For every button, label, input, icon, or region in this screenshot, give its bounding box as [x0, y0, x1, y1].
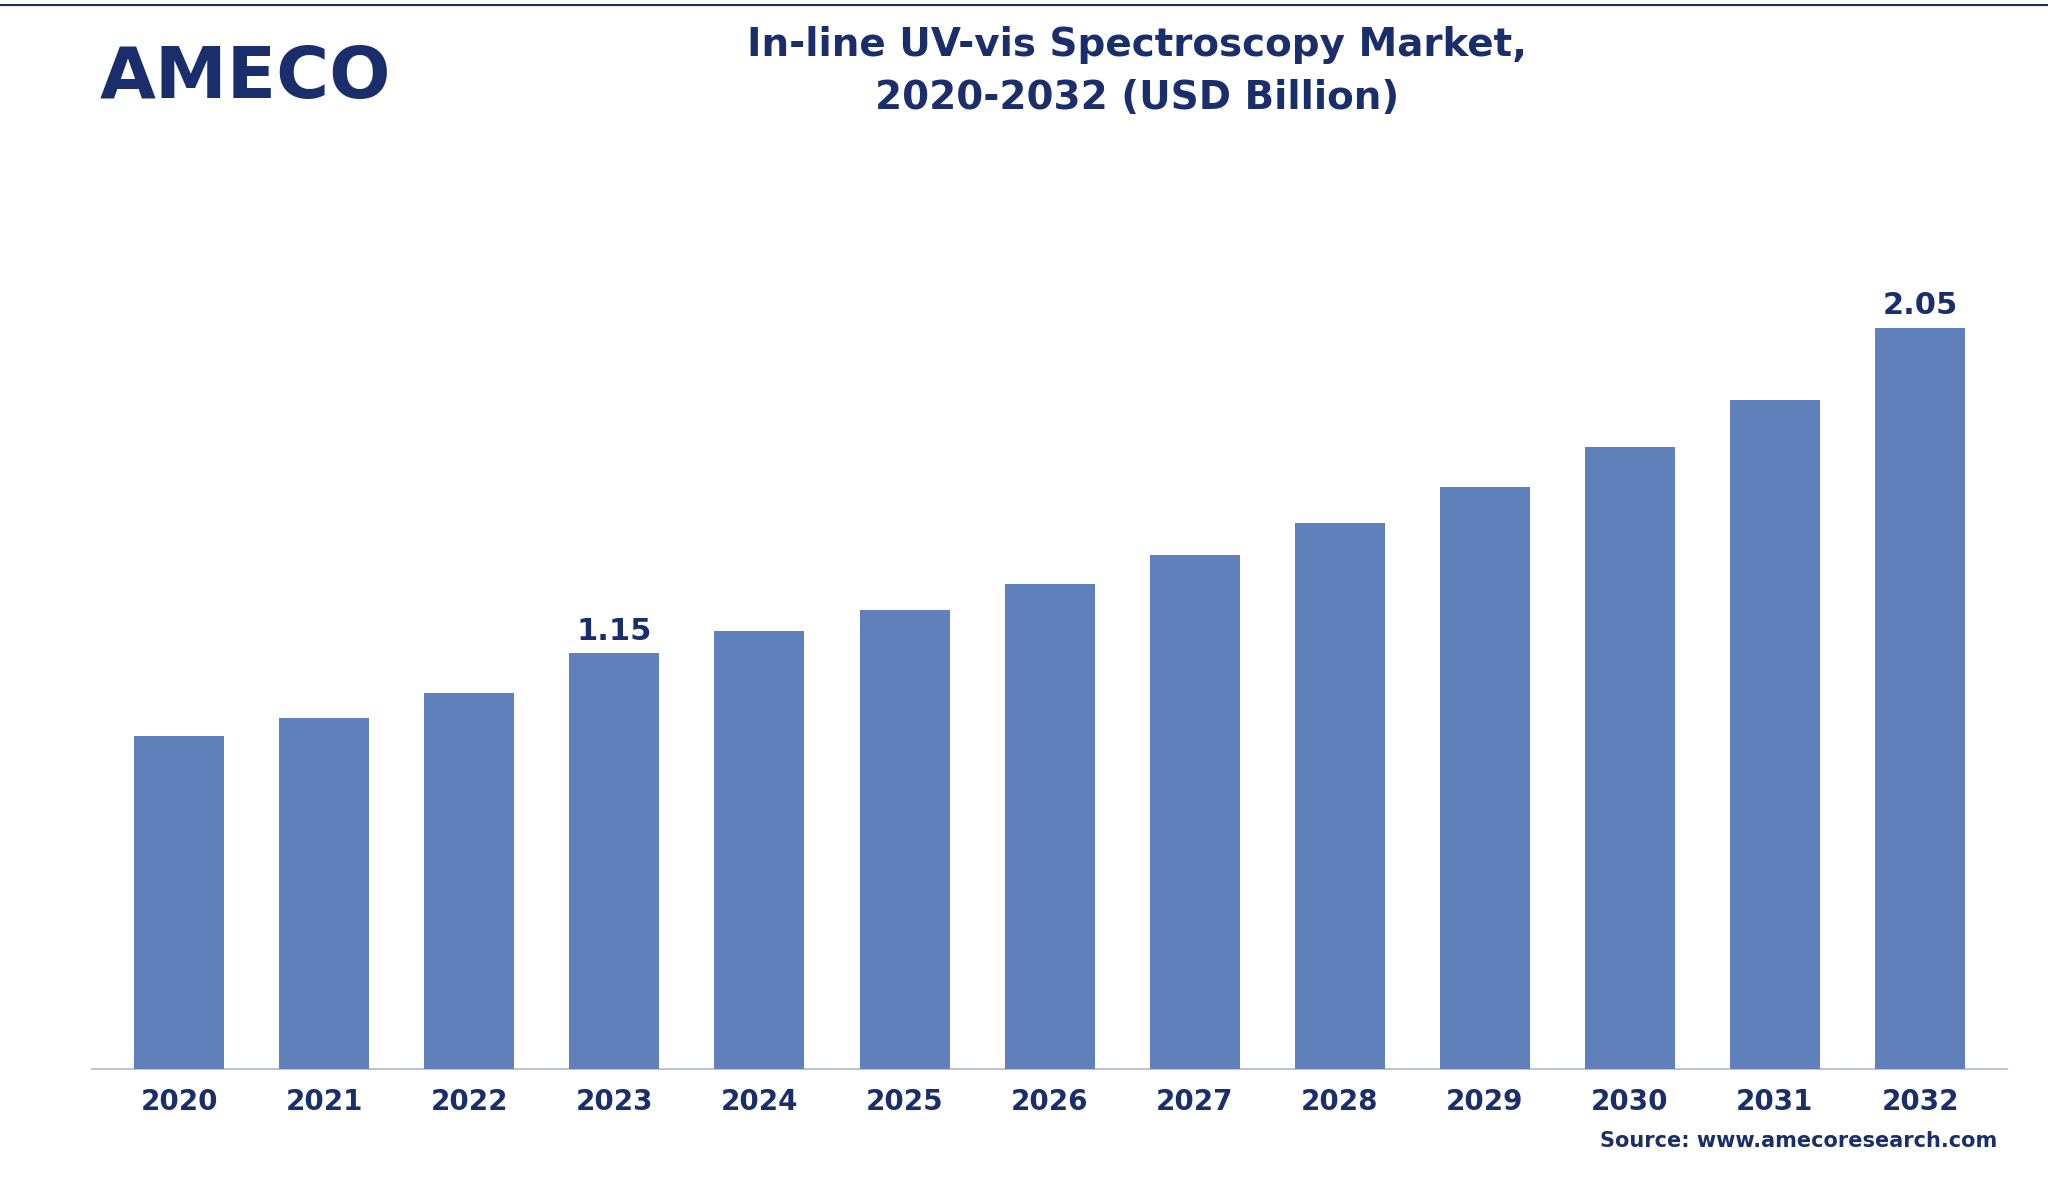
- Bar: [1440, 487, 1530, 1069]
- Bar: [279, 718, 369, 1069]
- Bar: [1585, 446, 1675, 1069]
- Bar: [135, 736, 223, 1069]
- Text: 1.15: 1.15: [578, 616, 651, 646]
- Text: AMECO: AMECO: [100, 44, 391, 113]
- Bar: [424, 693, 514, 1069]
- Bar: [715, 632, 805, 1069]
- Bar: [1876, 327, 1964, 1069]
- Text: 2.05: 2.05: [1882, 292, 1958, 320]
- Bar: [1731, 400, 1821, 1069]
- Bar: [569, 653, 659, 1069]
- Bar: [860, 609, 950, 1069]
- Bar: [1294, 523, 1384, 1069]
- Bar: [1006, 585, 1094, 1069]
- Text: In-line UV-vis Spectroscopy Market,
2020-2032 (USD Billion): In-line UV-vis Spectroscopy Market, 2020…: [748, 26, 1526, 117]
- Bar: [1149, 555, 1239, 1069]
- Text: Source: www.amecoresearch.com: Source: www.amecoresearch.com: [1599, 1131, 1997, 1151]
